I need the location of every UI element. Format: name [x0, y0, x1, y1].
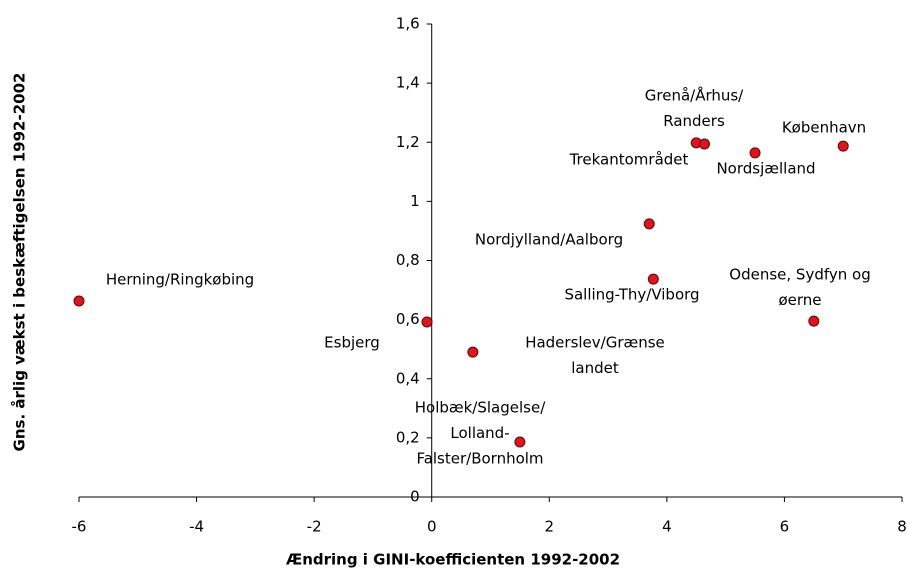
point	[643, 218, 655, 230]
point-label: Lolland-	[450, 424, 509, 442]
x-tick-label: 0	[427, 518, 437, 536]
point-label: øerne	[778, 291, 821, 309]
y-tick-label: 1,4	[396, 74, 420, 92]
y-tick-label: 0,2	[396, 428, 420, 446]
point-label: Trekantområdet	[569, 151, 689, 169]
x-tick-label: 4	[662, 518, 672, 536]
point-label: Odense, Sydfyn og	[729, 266, 870, 284]
point	[421, 316, 433, 328]
point-label: Haderslev/Grænse	[525, 334, 665, 352]
x-tick-label: -2	[307, 518, 322, 536]
x-tick-label: 8	[897, 518, 907, 536]
point-label: Esbjerg	[324, 334, 380, 352]
point-label: Herning/Ringkøbing	[106, 271, 254, 289]
point	[514, 436, 526, 448]
y-tick-label: 0	[410, 488, 420, 506]
point-label: Grenå/Århus/	[645, 86, 744, 105]
y-tick-label: 0,4	[396, 369, 420, 387]
point	[808, 315, 820, 327]
point	[467, 346, 479, 358]
point	[647, 273, 659, 285]
point-label: København	[782, 119, 866, 137]
x-tick-label: 6	[780, 518, 790, 536]
point-label: Holbæk/Slagelse/	[415, 399, 546, 417]
point-label: Randers	[663, 112, 725, 130]
y-tick-label: 1	[410, 192, 420, 210]
x-axis-label: Ændring i GINI-koefficienten 1992-2002	[286, 551, 620, 569]
y-tick-label: 0,6	[396, 310, 420, 328]
x-tick-label: 2	[545, 518, 555, 536]
y-tick-label: 0,8	[396, 251, 420, 269]
point-label: Nordjylland/Aalborg	[475, 231, 623, 249]
x-tick-label: -4	[189, 518, 204, 536]
point	[698, 138, 710, 150]
y-axis-label: Gns. årlig vækst i beskæftigelsen 1992-2…	[11, 73, 29, 452]
y-tick-label: 1,2	[396, 133, 420, 151]
point-label: landet	[571, 359, 619, 377]
point-label: Salling-Thy/Viborg	[564, 286, 699, 304]
point-label: Nordsjælland	[716, 160, 815, 178]
point	[73, 295, 85, 307]
point	[837, 140, 849, 152]
y-tick-label: 1,6	[396, 15, 420, 33]
point	[749, 147, 761, 159]
point-label: Falster/Bornholm	[416, 450, 543, 468]
x-tick-label: -6	[72, 518, 87, 536]
